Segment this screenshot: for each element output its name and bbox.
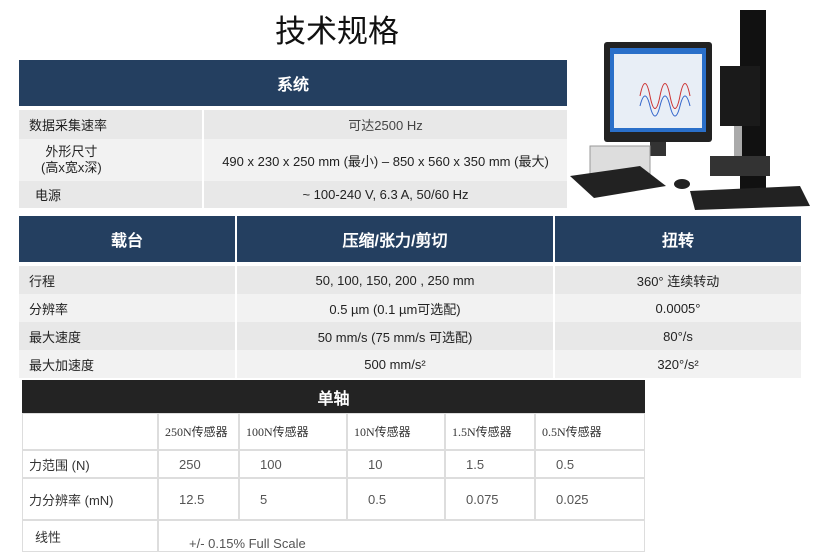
single-axis-value: 1.5	[445, 450, 535, 478]
stage-row-value: 320°/s²	[555, 350, 801, 378]
single-axis-value: 12.5	[158, 478, 239, 520]
linearity-value: +/- 0.15% Full Scale	[158, 520, 645, 552]
stage-row-value: 0.0005°	[555, 294, 801, 322]
sensor-header: 0.5N传感器	[535, 413, 645, 450]
system-value: ~ 100-240 V, 6.3 A, 50/60 Hz	[204, 181, 567, 208]
single-axis-header: 单轴	[22, 380, 645, 413]
stage-row-value: 80°/s	[555, 322, 801, 350]
stage-row-label: 最大速度	[19, 322, 237, 350]
sensor-header: 1.5N传感器	[445, 413, 535, 450]
system-label: 数据采集速率	[19, 110, 204, 139]
single-axis-value: 5	[239, 478, 347, 520]
stage-header: 扭转	[555, 216, 801, 262]
stage-row-label: 行程	[19, 266, 237, 294]
single-axis-row-label: 力分辨率 (mN)	[22, 478, 158, 520]
stage-row-label: 最大加速度	[19, 350, 237, 378]
sensor-header: 100N传感器	[239, 413, 347, 450]
stage-row-value: 360° 连续转动	[555, 266, 801, 294]
corner-cell	[22, 413, 158, 450]
linearity-label: 线性	[22, 520, 158, 552]
system-value: 可达2500 Hz	[204, 110, 567, 139]
single-axis-value: 100	[239, 450, 347, 478]
stage-row-label: 分辨率	[19, 294, 237, 322]
single-axis-value: 0.075	[445, 478, 535, 520]
stage-header: 载台	[19, 216, 237, 262]
single-axis-value: 0.5	[535, 450, 645, 478]
stage-row-value: 0.5 µm (0.1 µm可选配)	[237, 294, 555, 322]
stage-row-value: 500 mm/s²	[237, 350, 555, 378]
keyboard-icon	[570, 166, 666, 198]
system-label: 电源	[19, 181, 204, 208]
stage-row-value: 50, 100, 150, 200 , 250 mm	[237, 266, 555, 294]
single-axis-value: 250	[158, 450, 239, 478]
single-axis-row-label: 力范围 (N)	[22, 450, 158, 478]
single-axis-value: 0.025	[535, 478, 645, 520]
single-axis-value: 10	[347, 450, 445, 478]
system-value: 490 x 230 x 250 mm (最小) – 850 x 560 x 35…	[204, 139, 567, 181]
system-header: 系统	[19, 60, 567, 106]
system-label: 外形尺寸 (高x宽x深)	[19, 139, 204, 181]
page-title: 技术规格	[275, 14, 399, 49]
stage-header: 压缩/张力/剪切	[237, 216, 555, 262]
sensor-header: 250N传感器	[158, 413, 239, 450]
product-image	[570, 10, 810, 210]
sensor-header: 10N传感器	[347, 413, 445, 450]
stage-row-value: 50 mm/s (75 mm/s 可选配)	[237, 322, 555, 350]
single-axis-value: 0.5	[347, 478, 445, 520]
